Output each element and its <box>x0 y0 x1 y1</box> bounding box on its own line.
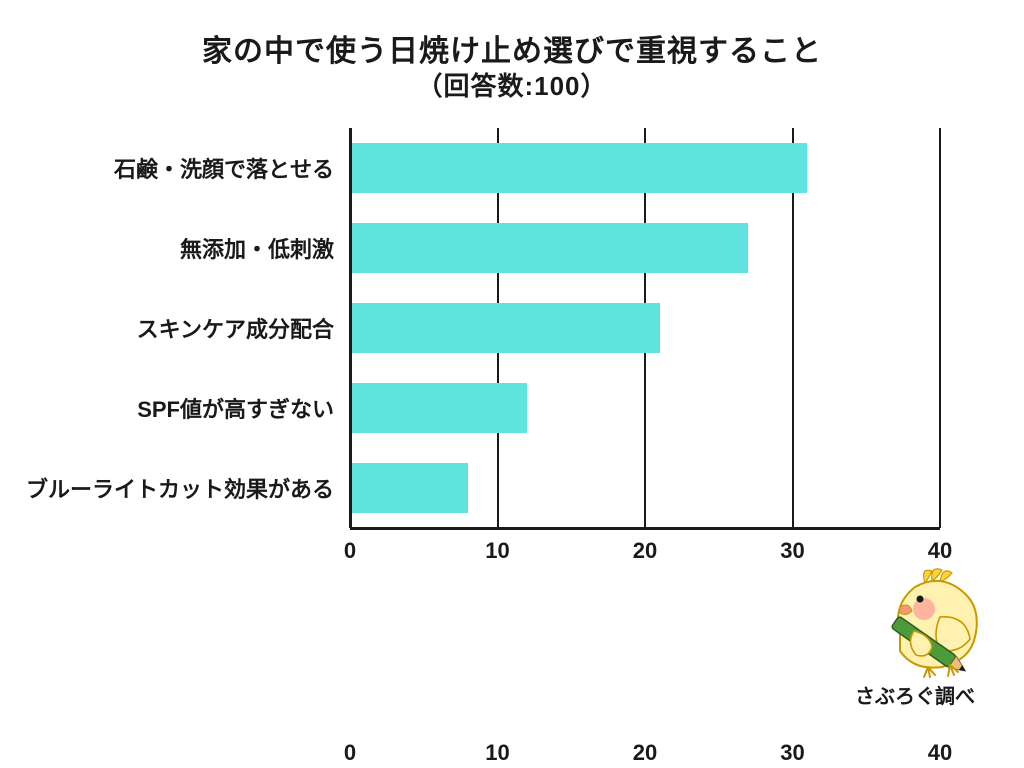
x-tick-label-bottom: 40 <box>928 740 952 766</box>
bar <box>350 383 527 433</box>
bar <box>350 143 807 193</box>
bird-icon <box>870 565 1000 685</box>
x-tick-label: 40 <box>928 538 952 564</box>
chart-title: 家の中で使う日焼け止め選びで重視すること <box>0 26 1024 70</box>
x-tick-label-bottom: 0 <box>344 740 356 766</box>
x-tick-label: 30 <box>780 538 804 564</box>
x-tick-label-bottom: 30 <box>780 740 804 766</box>
bar <box>350 223 748 273</box>
chart-stage: 家の中で使う日焼け止め選びで重視すること （回答数:100） 010203040… <box>0 0 1024 768</box>
category-label: 石鹸・洗顔で落とせる <box>114 152 334 184</box>
x-tick-label: 0 <box>344 538 356 564</box>
mascot-illustration <box>870 565 1000 685</box>
category-label: ブルーライトカット効果がある <box>26 472 334 504</box>
x-tick-label: 10 <box>485 538 509 564</box>
gridline <box>939 128 941 528</box>
x-axis <box>350 527 940 530</box>
plot-area: 010203040 <box>350 128 940 528</box>
category-label: 無添加・低刺激 <box>180 232 334 264</box>
bar <box>350 463 468 513</box>
x-tick-label-bottom: 10 <box>485 740 509 766</box>
bar <box>350 303 660 353</box>
category-label: SPF値が高すぎない <box>137 392 334 424</box>
chart-subtitle: （回答数:100） <box>0 66 1024 103</box>
y-axis <box>349 128 352 528</box>
mascot-caption: さぶろぐ調べ <box>855 680 975 709</box>
x-tick-label: 20 <box>633 538 657 564</box>
category-label: スキンケア成分配合 <box>137 312 334 344</box>
x-tick-label-bottom: 20 <box>633 740 657 766</box>
